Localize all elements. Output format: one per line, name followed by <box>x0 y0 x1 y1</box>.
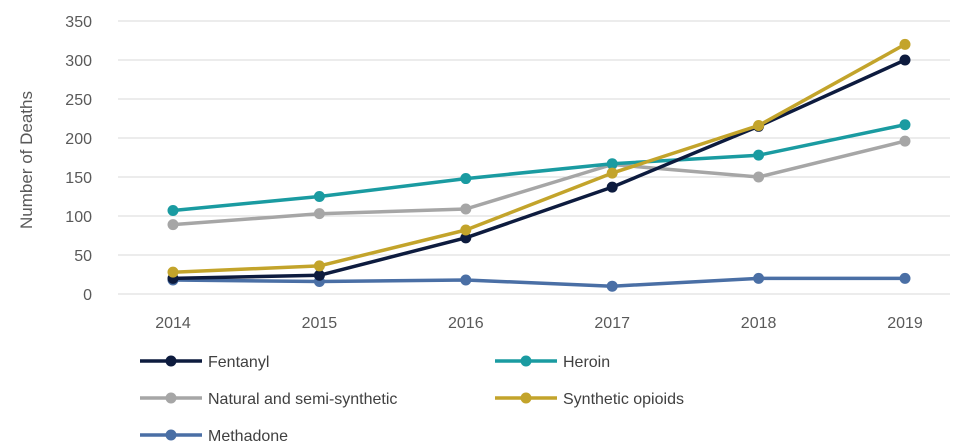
legend-item: Natural and semi-synthetic <box>140 391 397 408</box>
data-point <box>460 224 472 236</box>
series-line <box>171 58 907 281</box>
data-point <box>899 119 911 131</box>
data-point <box>753 171 765 183</box>
series-line <box>171 139 907 227</box>
legend-label: Methadone <box>208 428 288 444</box>
legend-label: Natural and semi-synthetic <box>208 391 397 408</box>
data-point <box>606 280 618 292</box>
data-point <box>899 38 911 50</box>
legend-swatch-marker <box>165 392 177 404</box>
data-point <box>460 203 472 215</box>
data-point <box>313 269 325 281</box>
data-point <box>606 167 618 179</box>
data-point <box>313 208 325 220</box>
data-point <box>313 260 325 272</box>
legend: Fentanyl Heroin Natural and semi-synthetic… <box>140 354 684 444</box>
y-axis-title: Number of Deaths <box>17 91 36 229</box>
data-point <box>167 266 179 278</box>
x-tick-label: 2016 <box>448 315 484 332</box>
y-axis-ticks: 0 50 100 150 200 250 300 350 <box>65 14 92 304</box>
data-point <box>899 54 911 66</box>
series-heroin <box>167 119 911 217</box>
series-synthetic-opioids <box>167 38 911 278</box>
series-line <box>171 276 907 288</box>
data-point <box>460 232 472 244</box>
data-point <box>753 120 765 132</box>
data-point <box>460 173 472 185</box>
x-axis-ticks: 2014 2015 2016 2017 2018 2019 <box>155 315 923 332</box>
series-fentanyl <box>167 54 911 284</box>
legend-swatch-marker <box>520 355 532 367</box>
series-line <box>171 122 907 213</box>
series-lines <box>167 38 911 292</box>
data-point <box>606 158 618 170</box>
x-tick-label: 2017 <box>594 315 630 332</box>
data-point <box>753 272 765 284</box>
legend-item: Heroin <box>495 354 610 371</box>
y-tick-label: 50 <box>74 248 92 265</box>
data-point <box>167 219 179 231</box>
legend-item: Fentanyl <box>140 354 269 371</box>
x-tick-label: 2015 <box>302 315 338 332</box>
legend-item: Methadone <box>140 428 288 444</box>
legend-label: Synthetic opioids <box>563 391 684 408</box>
legend-label: Heroin <box>563 354 610 371</box>
data-point <box>753 149 765 161</box>
data-point <box>899 135 911 147</box>
y-tick-label: 0 <box>83 287 92 304</box>
y-tick-label: 350 <box>65 14 92 31</box>
y-tick-label: 200 <box>65 131 92 148</box>
y-tick-label: 250 <box>65 92 92 109</box>
series-line <box>171 42 907 274</box>
x-tick-label: 2018 <box>741 315 777 332</box>
legend-item: Synthetic opioids <box>495 391 684 408</box>
data-point <box>313 191 325 202</box>
data-point <box>606 181 618 193</box>
legend-swatch-marker <box>165 355 177 367</box>
gridlines <box>118 20 950 295</box>
legend-swatch-marker <box>165 429 177 441</box>
legend-swatch-marker <box>520 392 532 404</box>
y-tick-label: 300 <box>65 53 92 70</box>
data-point <box>460 274 472 286</box>
legend-label: Fentanyl <box>208 354 269 371</box>
data-point <box>899 272 911 284</box>
y-tick-label: 100 <box>65 209 92 226</box>
y-tick-label: 150 <box>65 170 92 187</box>
x-tick-label: 2019 <box>887 315 923 332</box>
data-point <box>167 205 179 217</box>
x-tick-label: 2014 <box>155 315 191 332</box>
